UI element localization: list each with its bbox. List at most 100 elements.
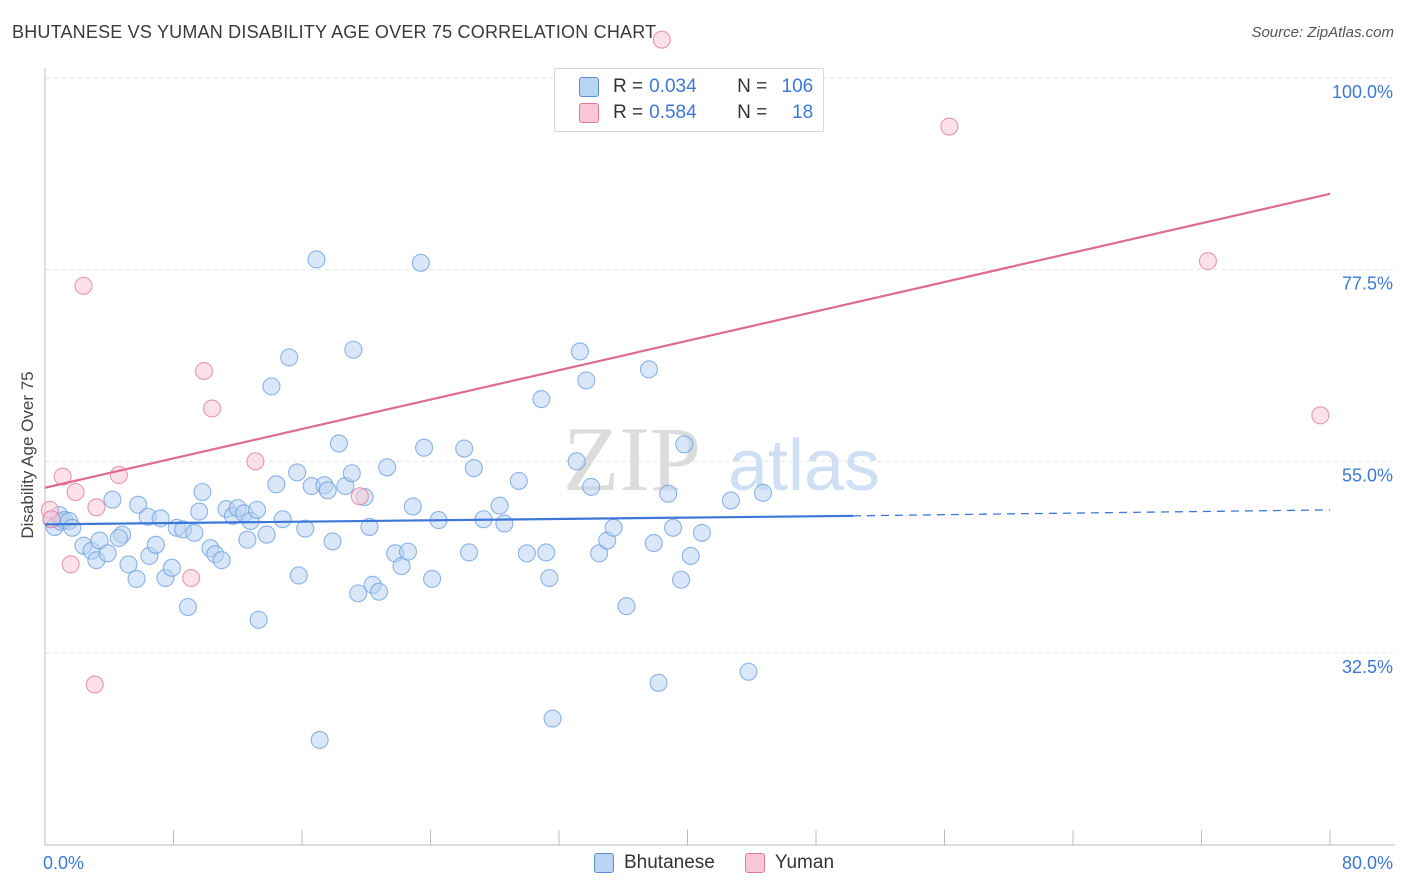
bhutanese-point xyxy=(119,555,138,574)
bhutanese-point xyxy=(567,452,586,471)
bhutanese-point xyxy=(162,558,181,577)
bhutanese-point xyxy=(753,483,773,502)
bhutanese-point xyxy=(323,532,342,551)
bhutanese-point xyxy=(604,518,623,537)
legend-row-yuman: R = 0.584 N = 18 xyxy=(579,101,813,125)
legend-swatch-blue xyxy=(594,853,614,873)
bhutanese-point xyxy=(582,477,601,496)
legend-r-value: 0.034 xyxy=(649,76,697,97)
legend-r-value: 0.584 xyxy=(649,102,697,123)
yuman-point xyxy=(85,675,104,694)
chart-title: BHUTANESE VS YUMAN DISABILITY AGE OVER 7… xyxy=(12,22,657,42)
bhutanese-point xyxy=(649,673,668,692)
bhutanese-point xyxy=(63,518,82,537)
bhutanese-point xyxy=(310,730,329,749)
legend-n-value: 18 xyxy=(792,102,814,123)
bhutanese-point xyxy=(672,570,691,589)
y-tick-label: 100.0% xyxy=(1332,82,1393,102)
bhutanese-point xyxy=(249,610,268,629)
y-tick-label: 77.5% xyxy=(1342,274,1393,294)
legend-label-yuman: Yuman xyxy=(774,852,835,873)
bhutanese-point xyxy=(721,491,740,510)
bhutanese-point xyxy=(129,495,148,514)
yuman-point xyxy=(53,467,72,486)
bhutanese-point xyxy=(90,531,109,550)
yuman-point xyxy=(182,568,201,588)
legend-item-yuman: Yuman xyxy=(744,852,835,874)
bhutanese-point xyxy=(190,502,209,521)
bhutanese-point xyxy=(267,475,286,494)
stats-legend: R = 0.034 N = 106 R = 0.584 N = 18 xyxy=(554,68,824,132)
bhutanese-point xyxy=(288,463,307,482)
bhutanese-point xyxy=(617,597,636,616)
bhutanese-point xyxy=(344,340,363,359)
source-label: Source: ZipAtlas.com xyxy=(1251,24,1394,41)
bhutanese-point xyxy=(495,514,514,533)
bhutanese-point xyxy=(459,543,479,562)
bhutanese-point xyxy=(415,438,434,457)
legend-r-label: R = xyxy=(613,76,644,97)
bhutanese-point xyxy=(151,509,170,528)
bhutanese-point xyxy=(490,496,509,515)
series-legend: Bhutanese Yuman xyxy=(594,852,864,874)
bhutanese-point xyxy=(296,519,315,538)
bhutanese-point xyxy=(370,582,389,601)
bhutanese-point xyxy=(570,342,589,361)
bhutanese-point xyxy=(262,377,281,396)
x-tick-label: 80.0% xyxy=(1342,853,1393,873)
yuman-point xyxy=(940,117,959,136)
bhutanese-point xyxy=(127,569,146,588)
bhutanese-point xyxy=(464,459,483,478)
axes xyxy=(44,68,1395,846)
yuman-trend-line xyxy=(44,192,1331,489)
yuman-point xyxy=(66,482,85,502)
yuman-point xyxy=(1311,406,1330,425)
bhutanese-trend-line xyxy=(44,514,853,526)
yuman-point xyxy=(652,30,671,49)
watermark-atlas: atlas xyxy=(728,426,880,506)
bhutanese-point xyxy=(185,523,204,542)
bhutanese-point xyxy=(423,569,442,588)
bhutanese-point xyxy=(98,544,117,563)
bhutanese-point xyxy=(532,390,551,409)
bhutanese-point xyxy=(280,348,299,367)
bhutanese-point xyxy=(342,464,361,483)
legend-swatch-blue xyxy=(579,77,599,97)
grid-lines xyxy=(45,77,1395,654)
bhutanese-point xyxy=(543,709,562,728)
axis-labels: 32.5% 55.0% 77.5% 100.0% 0.0% 80.0% Disability… xyxy=(18,82,1393,873)
bhutanese-point xyxy=(318,481,337,500)
bhutanese-point xyxy=(692,523,712,542)
bhutanese-point xyxy=(681,546,700,565)
bhutanese-point xyxy=(537,543,556,562)
yuman-point xyxy=(350,487,369,506)
bhutanese-point xyxy=(590,544,609,563)
bhutanese-point xyxy=(103,490,122,509)
bhutanese-point xyxy=(644,534,663,553)
yuman-point xyxy=(87,498,106,517)
x-tick-label: 0.0% xyxy=(43,853,84,873)
y-tick-label: 55.0% xyxy=(1342,465,1393,485)
legend-n-label: N = xyxy=(737,102,768,123)
legend-r-label: R = xyxy=(613,102,644,123)
bhutanese-point xyxy=(455,439,474,458)
bhutanese-point xyxy=(403,497,422,516)
bhutanese-point xyxy=(509,471,528,490)
yuman-point xyxy=(194,361,214,381)
bhutanese-point xyxy=(307,250,326,269)
bhutanese-point xyxy=(273,510,292,529)
y-axis-title: Disability Age Over 75 xyxy=(18,371,37,538)
bhutanese-point xyxy=(517,544,536,563)
bhutanese-point xyxy=(663,518,683,537)
legend-item-bhutanese: Bhutanese xyxy=(594,852,715,874)
bhutanese-point xyxy=(109,528,128,548)
bhutanese-point xyxy=(329,434,348,453)
bhutanese-point xyxy=(193,482,212,502)
bhutanese-point xyxy=(212,551,231,570)
yuman-point xyxy=(203,399,222,418)
bhutanese-point xyxy=(675,435,694,454)
bhutanese-point xyxy=(349,584,368,603)
data-points xyxy=(40,30,1330,749)
legend-row-bhutanese: R = 0.034 N = 106 xyxy=(579,75,813,99)
